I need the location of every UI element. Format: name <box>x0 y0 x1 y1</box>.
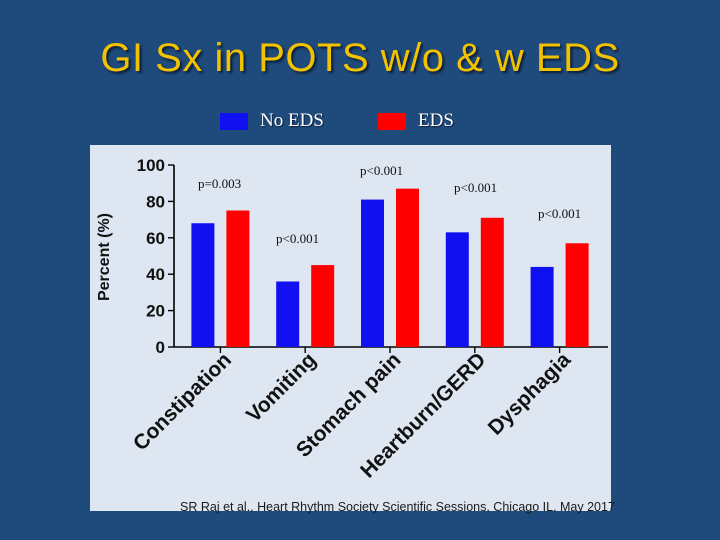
legend-label-eds: EDS <box>418 110 454 131</box>
bar-no-eds <box>276 281 300 347</box>
p-value-annotation: p=0.003 <box>198 176 241 191</box>
bar-eds <box>226 210 250 347</box>
slide-title: GI Sx in POTS w/o & w EDS <box>100 36 620 80</box>
legend-swatch-eds <box>378 112 406 130</box>
x-tick-label: Vomiting <box>242 348 321 427</box>
p-value-annotation: p<0.001 <box>538 206 581 221</box>
bar-eds <box>396 188 419 347</box>
y-tick-label: 20 <box>146 302 165 321</box>
y-tick-label: 80 <box>146 192 165 211</box>
legend-swatch-no-eds <box>220 112 248 130</box>
bar-no-eds <box>445 232 469 347</box>
bar-eds <box>565 243 589 347</box>
x-tick-label: Dysphagia <box>484 348 576 440</box>
bar-no-eds <box>361 199 384 347</box>
y-tick-label: 0 <box>156 338 165 357</box>
p-value-annotation: p<0.001 <box>360 163 403 178</box>
y-axis-title: Percent (%) <box>96 213 113 301</box>
x-tick-label: Constipation <box>129 348 236 455</box>
y-tick-label: 60 <box>146 229 165 248</box>
y-tick-label: 100 <box>137 156 165 175</box>
bar-no-eds <box>530 266 554 347</box>
chart-panel: 0 20 40 60 80 100 Percent (%) Constipation Vomit… <box>90 145 611 511</box>
citation: SR Raj et al., Heart Rhythm Society Scie… <box>180 500 615 514</box>
p-value-annotation: p<0.001 <box>276 231 319 246</box>
bar-eds <box>480 217 504 347</box>
bar-chart: 0 20 40 60 80 100 Percent (%) Constipation Vomit… <box>96 156 608 483</box>
legend-item-no-eds: No EDS <box>220 110 324 132</box>
legend-label-no-eds: No EDS <box>260 110 324 131</box>
bar-eds <box>311 265 335 347</box>
bar-no-eds <box>191 223 215 347</box>
p-value-annotation: p<0.001 <box>454 180 497 195</box>
legend-item-eds: EDS <box>378 110 454 132</box>
y-tick-label: 40 <box>146 265 165 284</box>
